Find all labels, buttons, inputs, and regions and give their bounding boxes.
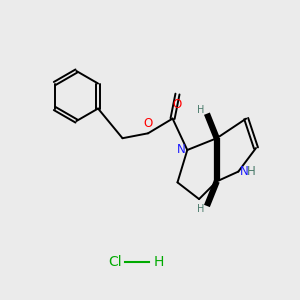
Text: O: O: [143, 117, 153, 130]
Text: H: H: [197, 105, 205, 115]
Text: N: N: [177, 143, 186, 157]
Text: H: H: [247, 165, 256, 178]
Text: Cl: Cl: [108, 255, 122, 269]
Text: O: O: [173, 98, 182, 111]
Text: H: H: [197, 205, 205, 214]
Text: H: H: [154, 255, 164, 269]
Text: N: N: [240, 165, 249, 178]
